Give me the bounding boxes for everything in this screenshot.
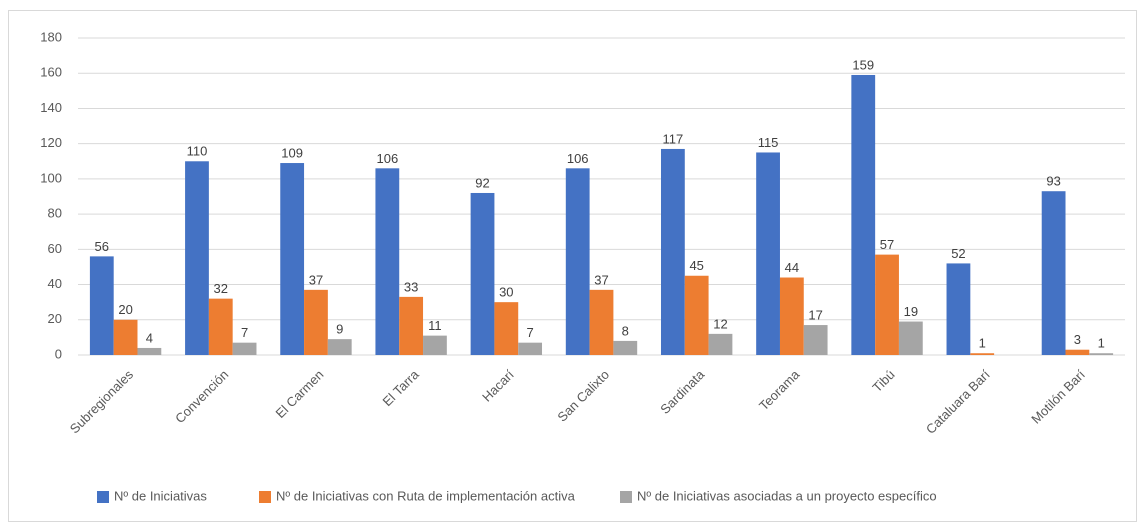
value-label: 17 bbox=[808, 307, 822, 322]
legend-swatch bbox=[97, 491, 109, 503]
bar bbox=[851, 74, 876, 355]
bar bbox=[304, 289, 328, 355]
bar bbox=[423, 335, 447, 355]
value-label: 33 bbox=[404, 279, 418, 294]
bar bbox=[137, 347, 162, 355]
value-label: 1 bbox=[1098, 336, 1105, 351]
value-label: 106 bbox=[376, 151, 398, 166]
bar bbox=[589, 289, 614, 355]
y-tick-label: 20 bbox=[48, 311, 62, 326]
legend-label: Nº de Iniciativas asociadas a un proyect… bbox=[637, 488, 937, 503]
value-label: 106 bbox=[567, 151, 589, 166]
value-label: 109 bbox=[281, 145, 303, 160]
legend-swatch bbox=[259, 491, 271, 503]
bar bbox=[1041, 191, 1066, 355]
value-label: 56 bbox=[95, 239, 109, 254]
bar bbox=[280, 163, 305, 355]
value-label: 11 bbox=[428, 318, 442, 333]
bar bbox=[970, 353, 995, 355]
value-label: 159 bbox=[852, 57, 874, 72]
bar bbox=[756, 152, 780, 355]
value-label: 7 bbox=[241, 325, 248, 340]
bar bbox=[327, 339, 352, 355]
value-label: 1 bbox=[979, 336, 986, 351]
bar bbox=[875, 254, 899, 355]
bar bbox=[1065, 349, 1090, 355]
bar bbox=[613, 340, 638, 355]
value-label: 12 bbox=[713, 316, 727, 331]
value-label: 30 bbox=[499, 285, 513, 300]
y-tick-label: 160 bbox=[40, 65, 62, 80]
bar bbox=[208, 298, 233, 355]
value-label: 7 bbox=[526, 325, 533, 340]
legend-label: Nº de Iniciativas bbox=[114, 488, 207, 503]
value-label: 37 bbox=[594, 272, 608, 287]
y-tick-label: 0 bbox=[55, 346, 62, 361]
bar bbox=[779, 277, 804, 355]
value-label: 32 bbox=[214, 281, 228, 296]
value-label: 57 bbox=[880, 237, 894, 252]
value-label: 19 bbox=[904, 304, 918, 319]
value-label: 117 bbox=[663, 131, 684, 146]
bar bbox=[232, 342, 257, 355]
bar bbox=[494, 302, 519, 355]
bar bbox=[803, 325, 828, 355]
value-label: 3 bbox=[1074, 332, 1081, 347]
value-label: 52 bbox=[951, 246, 965, 261]
bar bbox=[660, 148, 685, 355]
value-label: 9 bbox=[336, 322, 343, 337]
bar bbox=[470, 192, 495, 355]
bar bbox=[684, 275, 709, 355]
bar bbox=[399, 296, 424, 355]
bar bbox=[185, 161, 209, 355]
value-label: 115 bbox=[758, 135, 779, 150]
bar bbox=[518, 342, 543, 355]
value-label: 4 bbox=[146, 330, 153, 345]
y-tick-label: 140 bbox=[40, 100, 62, 115]
bar bbox=[375, 168, 400, 355]
bar bbox=[113, 319, 138, 355]
bar bbox=[946, 263, 971, 355]
value-label: 8 bbox=[622, 323, 629, 338]
legend-swatch bbox=[620, 491, 632, 503]
bar bbox=[898, 321, 923, 355]
y-tick-label: 180 bbox=[40, 29, 62, 44]
value-label: 93 bbox=[1046, 174, 1060, 189]
value-label: 92 bbox=[475, 175, 489, 190]
legend-label: Nº de Iniciativas con Ruta de implementa… bbox=[276, 488, 576, 503]
bar bbox=[89, 256, 114, 355]
value-label: 45 bbox=[689, 258, 703, 273]
y-tick-label: 40 bbox=[48, 276, 62, 291]
value-label: 44 bbox=[785, 260, 799, 275]
value-label: 37 bbox=[309, 272, 323, 287]
y-tick-label: 120 bbox=[40, 135, 62, 150]
bar bbox=[708, 333, 733, 355]
bar bbox=[1089, 353, 1114, 355]
y-tick-label: 100 bbox=[40, 170, 62, 185]
value-label: 20 bbox=[118, 302, 132, 317]
bar bbox=[565, 168, 590, 355]
y-tick-label: 80 bbox=[48, 206, 62, 221]
y-tick-label: 60 bbox=[48, 241, 62, 256]
value-label: 110 bbox=[187, 144, 208, 159]
